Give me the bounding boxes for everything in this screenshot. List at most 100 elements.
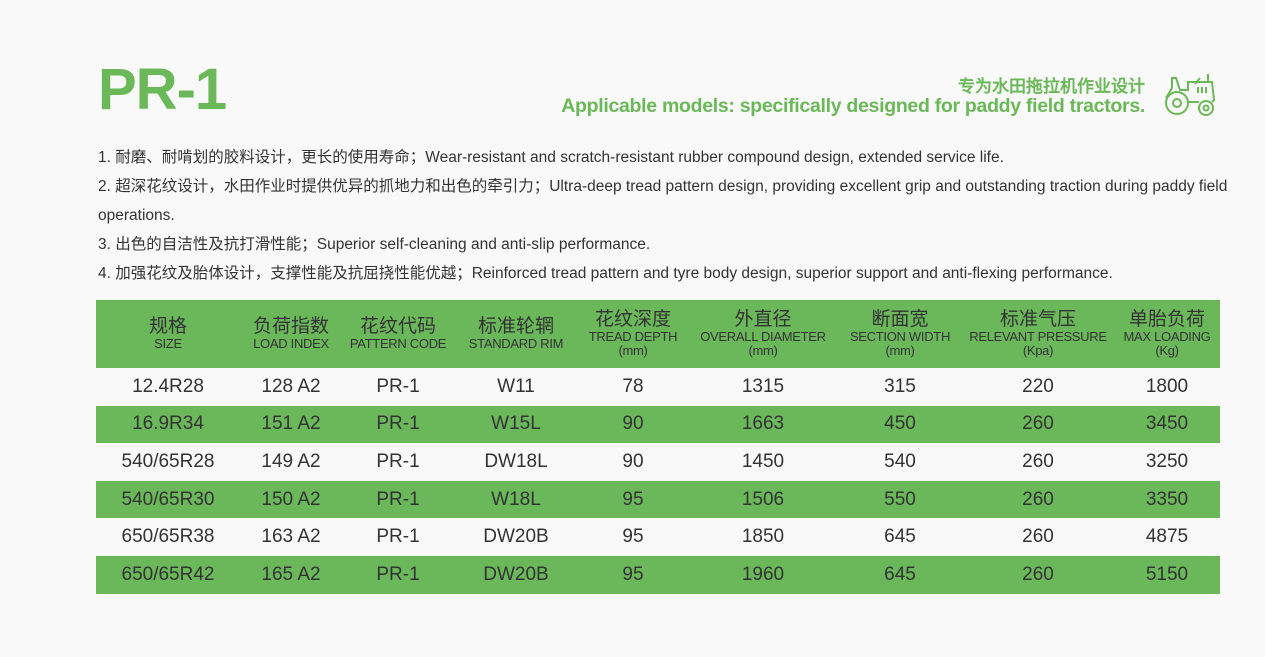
table-cell: 90 bbox=[622, 450, 644, 472]
column-header: 标准轮辋 STANDARD RIM bbox=[454, 300, 578, 368]
table-cell: 165 A2 bbox=[240, 555, 342, 594]
feature-item: 1. 耐磨、耐啃划的胶料设计，更长的使用寿命；Wear-resistant an… bbox=[98, 149, 1004, 166]
table-cell: 1663 bbox=[688, 405, 838, 444]
column-header: 花纹深度 TREAD DEPTH (mm) bbox=[578, 300, 688, 368]
header-cn: 规格 bbox=[148, 316, 187, 338]
table-cell: 163 A2 bbox=[261, 526, 321, 548]
table-cell: 260 bbox=[1022, 526, 1054, 548]
table-cell: 645 bbox=[838, 555, 962, 594]
feature-item: 4. 加强花纹及胎体设计，支撑性能及抗屈挠性能优越；Reinforced tre… bbox=[98, 265, 1113, 282]
header-unit: (Kpa) bbox=[1022, 342, 1054, 358]
table-cell: 78 bbox=[622, 375, 644, 397]
feature-item: 3. 出色的自洁性及抗打滑性能；Superior self-cleaning a… bbox=[98, 236, 651, 253]
table-cell: W18L bbox=[454, 480, 578, 519]
column-header: 单胎负荷 MAX LOADING (Kg) bbox=[1114, 300, 1220, 368]
column-header: 规格 SIZE bbox=[96, 300, 240, 368]
header-en: OVERALL DIAMETER bbox=[700, 329, 826, 345]
column-header: 标准气压 RELEVANT PRESSURE (Kpa) bbox=[962, 300, 1114, 368]
table-cell: 4875 bbox=[1145, 526, 1189, 548]
table-cell: 260 bbox=[962, 480, 1114, 519]
table-cell: W11 bbox=[497, 375, 535, 397]
table-cell: 150 A2 bbox=[240, 480, 342, 519]
table-cell: 315 bbox=[884, 375, 916, 397]
table-cell: 1315 bbox=[741, 375, 785, 397]
header-unit: (mm) bbox=[618, 342, 648, 358]
header-cn: 外直径 bbox=[734, 309, 792, 331]
table-cell: 1450 bbox=[741, 450, 785, 472]
table-cell: PR-1 bbox=[376, 526, 420, 548]
table-cell: 12.4R28 bbox=[132, 375, 204, 397]
table-cell: W15L bbox=[454, 405, 578, 444]
table-row: 650/65R38 163 A2 PR-1 DW20B 95 1850 645 260 4875 bbox=[96, 518, 1220, 556]
table-row: 12.4R28 128 A2 PR-1 W11 78 1315 315 220 1800 bbox=[96, 368, 1220, 406]
table-cell: PR-1 bbox=[342, 480, 454, 519]
table-cell: 151 A2 bbox=[240, 405, 342, 444]
table-cell: 550 bbox=[838, 480, 962, 519]
header-en: TREAD DEPTH bbox=[588, 329, 678, 345]
table-cell: 3250 bbox=[1145, 450, 1189, 472]
table-cell: PR-1 bbox=[376, 375, 420, 397]
table-cell: 1506 bbox=[688, 480, 838, 519]
header-en: SECTION WIDTH bbox=[849, 329, 951, 345]
table-cell: 95 bbox=[622, 526, 644, 548]
feature-list: 1. 耐磨、耐啃划的胶料设计，更长的使用寿命；Wear-resistant an… bbox=[98, 143, 1248, 288]
column-header: 断面宽 SECTION WIDTH (mm) bbox=[838, 300, 962, 368]
table-cell: PR-1 bbox=[342, 405, 454, 444]
table-row: 540/65R28 149 A2 PR-1 DW18L 90 1450 540 260 3250 bbox=[96, 443, 1220, 481]
table-cell: 3450 bbox=[1114, 405, 1220, 444]
table-cell: 540/65R30 bbox=[96, 480, 240, 519]
header-en: SIZE bbox=[154, 336, 182, 352]
table-cell: PR-1 bbox=[376, 450, 420, 472]
subtitle-cn: 专为水田拖拉机作业设计 bbox=[958, 77, 1145, 96]
header-unit: (Kg) bbox=[1155, 342, 1179, 358]
table-cell: DW20B bbox=[454, 555, 578, 594]
table-header-row: 规格 SIZE 负荷指数 LOAD INDEX 花纹代码 PATTERN CODE 标准轮辋… bbox=[96, 300, 1220, 368]
header-unit: (mm) bbox=[748, 342, 778, 358]
tractor-icon bbox=[1165, 74, 1216, 116]
table-cell: 1850 bbox=[741, 526, 785, 548]
table-cell: 650/65R38 bbox=[121, 526, 215, 548]
header-en: PATTERN CODE bbox=[349, 336, 447, 352]
header-cn: 花纹代码 bbox=[359, 316, 436, 338]
table-row: 16.9R34 151 A2 PR-1 W15L 90 1663 450 260 3450 bbox=[96, 405, 1220, 444]
table-cell: PR-1 bbox=[342, 555, 454, 594]
header-cn: 花纹深度 bbox=[594, 309, 671, 331]
table-cell: 95 bbox=[578, 480, 688, 519]
table-cell: 645 bbox=[884, 526, 916, 548]
header-cn: 标准轮辋 bbox=[477, 316, 554, 338]
table-cell: 450 bbox=[838, 405, 962, 444]
column-header: 花纹代码 PATTERN CODE bbox=[342, 300, 454, 368]
table-cell: 260 bbox=[1022, 450, 1054, 472]
table-cell: 128 A2 bbox=[261, 375, 321, 397]
header-cn: 负荷指数 bbox=[252, 316, 329, 338]
table-cell: 5150 bbox=[1114, 555, 1220, 594]
table-cell: 220 bbox=[1022, 375, 1054, 397]
column-header: 负荷指数 LOAD INDEX bbox=[240, 300, 342, 368]
table-cell: 540 bbox=[884, 450, 916, 472]
header-cn: 单胎负荷 bbox=[1128, 309, 1205, 331]
header-en: RELEVANT PRESSURE bbox=[969, 329, 1107, 345]
header-en: MAX LOADING bbox=[1123, 329, 1211, 345]
table-cell: 95 bbox=[578, 555, 688, 594]
table-cell: 90 bbox=[578, 405, 688, 444]
header-en: STANDARD RIM bbox=[468, 336, 564, 352]
column-header: 外直径 OVERALL DIAMETER (mm) bbox=[688, 300, 838, 368]
header-en: LOAD INDEX bbox=[253, 336, 329, 352]
table-cell: 540/65R28 bbox=[121, 450, 215, 472]
table-cell: 1960 bbox=[688, 555, 838, 594]
table-cell: 149 A2 bbox=[261, 450, 321, 472]
page-title: PR-1 bbox=[98, 57, 227, 122]
header-cn: 断面宽 bbox=[871, 309, 929, 331]
table-cell: 260 bbox=[962, 405, 1114, 444]
table-cell: 16.9R34 bbox=[96, 405, 240, 444]
table-row: 540/65R30 150 A2 PR-1 W18L 95 1506 550 260 3350 bbox=[96, 480, 1220, 519]
feature-item: 2. 超深花纹设计，水田作业时提供优异的抓地力和出色的牵引力；Ultra-dee… bbox=[98, 178, 1228, 224]
subtitle-en: Applicable models: specifically designed… bbox=[561, 95, 1145, 117]
table-cell: 1800 bbox=[1145, 375, 1189, 397]
header-unit: (mm) bbox=[885, 342, 915, 358]
table-cell: 3350 bbox=[1114, 480, 1220, 519]
table-cell: DW20B bbox=[483, 526, 549, 548]
header-cn: 标准气压 bbox=[999, 309, 1076, 331]
table-row: 650/65R42 165 A2 PR-1 DW20B 95 1960 645 260 5150 bbox=[96, 555, 1220, 594]
spec-table: 规格 SIZE 负荷指数 LOAD INDEX 花纹代码 PATTERN CODE 标准轮辋… bbox=[96, 300, 1220, 594]
